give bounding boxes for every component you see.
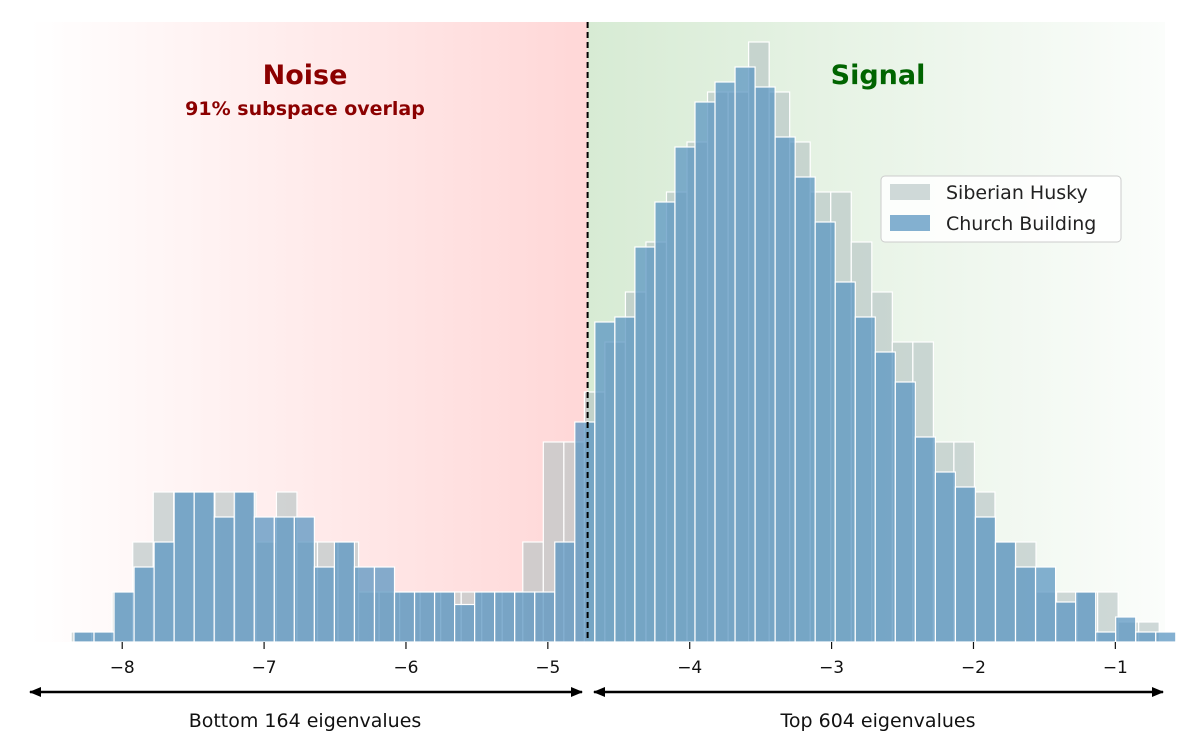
legend: Siberian Husky Church Building bbox=[880, 175, 1122, 243]
church-bar bbox=[193, 491, 215, 643]
church-bar bbox=[994, 541, 1017, 643]
church-bar bbox=[153, 541, 175, 643]
church-bar bbox=[574, 421, 596, 643]
church-bar bbox=[113, 591, 135, 643]
legend-swatch-husky bbox=[890, 184, 930, 200]
x-tick-label: −5 bbox=[535, 658, 560, 678]
x-tick-label: −1 bbox=[1103, 658, 1128, 678]
x-tick-label: −3 bbox=[819, 658, 844, 678]
noise-title: Noise bbox=[263, 60, 348, 91]
church-bar bbox=[93, 631, 115, 643]
legend-label-husky: Siberian Husky bbox=[946, 182, 1088, 204]
church-bar bbox=[834, 281, 856, 643]
church-bar bbox=[333, 541, 356, 643]
church-bar bbox=[914, 436, 936, 643]
church-bar bbox=[494, 591, 516, 643]
church-bar bbox=[734, 66, 756, 643]
signal-title: Signal bbox=[831, 60, 926, 91]
church-bar bbox=[474, 591, 496, 643]
church-bar bbox=[594, 321, 616, 643]
bottom-range-label: Bottom 164 eigenvalues bbox=[189, 710, 422, 732]
church-bar bbox=[253, 516, 275, 643]
church-bar bbox=[1115, 616, 1137, 643]
legend-swatch-church bbox=[890, 215, 930, 231]
legend-label-church: Church Building bbox=[946, 213, 1096, 235]
church-bar bbox=[293, 516, 315, 643]
church-bar bbox=[634, 246, 656, 643]
church-bar bbox=[213, 516, 235, 643]
church-bar bbox=[273, 516, 295, 643]
church-bar bbox=[353, 566, 376, 643]
church-bar bbox=[774, 136, 796, 643]
church-bar bbox=[1075, 591, 1097, 643]
church-bar bbox=[1135, 631, 1157, 643]
x-tick-label: −6 bbox=[393, 658, 418, 678]
series-church-building bbox=[73, 66, 1177, 643]
church-bar bbox=[313, 566, 335, 643]
church-bar bbox=[654, 201, 676, 643]
church-bar bbox=[454, 603, 476, 643]
legend-frame bbox=[880, 175, 1122, 243]
church-bar bbox=[514, 591, 536, 643]
x-tick-label: −7 bbox=[252, 658, 277, 678]
church-bar bbox=[794, 176, 816, 643]
church-bar bbox=[173, 491, 195, 643]
x-axis-ticks: −8 −7 −6 −5 −4 −3 −2 −1 bbox=[110, 642, 1128, 678]
church-bar bbox=[233, 491, 255, 643]
church-bar bbox=[1054, 601, 1077, 643]
church-bar bbox=[1034, 566, 1057, 643]
church-bar bbox=[754, 86, 776, 643]
church-bar bbox=[534, 591, 556, 643]
church-bar bbox=[854, 316, 876, 643]
church-bar bbox=[954, 486, 977, 643]
church-bar bbox=[874, 351, 896, 643]
church-bar bbox=[674, 146, 696, 643]
church-bar bbox=[974, 516, 997, 643]
church-bar bbox=[1095, 631, 1117, 643]
church-bar bbox=[373, 566, 396, 643]
church-bar bbox=[1155, 631, 1177, 643]
church-bar bbox=[133, 566, 155, 643]
church-bar bbox=[1014, 566, 1037, 643]
church-bar bbox=[934, 471, 957, 643]
church-bar bbox=[433, 591, 456, 643]
x-tick-label: −4 bbox=[677, 658, 702, 678]
church-bar bbox=[393, 591, 416, 643]
church-bar bbox=[73, 631, 95, 643]
top-range-label: Top 604 eigenvalues bbox=[780, 710, 976, 732]
church-bar bbox=[694, 101, 716, 643]
noise-subtitle: 91% subspace overlap bbox=[185, 98, 425, 120]
church-bar bbox=[413, 591, 436, 643]
church-bar bbox=[554, 541, 576, 643]
church-bar bbox=[814, 221, 836, 643]
x-tick-label: −8 bbox=[110, 658, 135, 678]
church-bar bbox=[614, 316, 636, 643]
church-bar bbox=[894, 381, 916, 643]
church-bar bbox=[714, 81, 736, 643]
x-tick-label: −2 bbox=[961, 658, 986, 678]
